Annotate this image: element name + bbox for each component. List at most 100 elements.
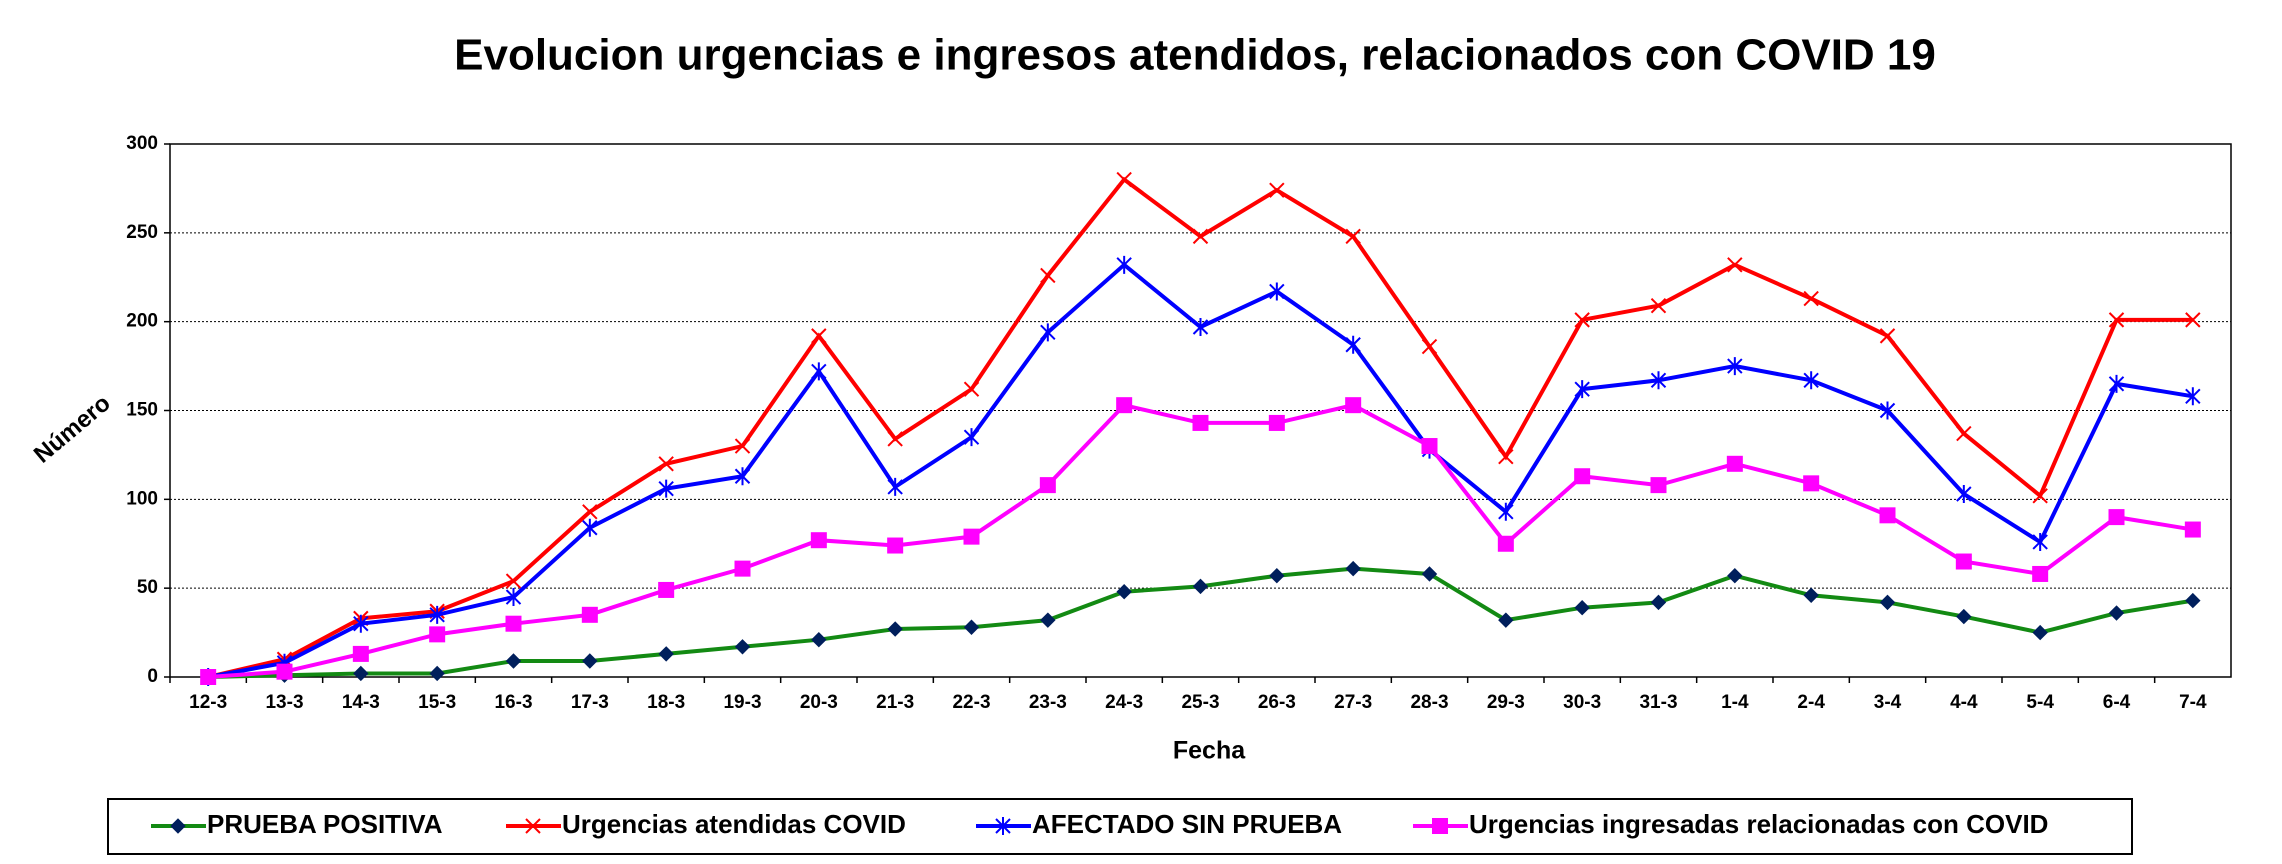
y-tick-label: 200: [126, 311, 158, 332]
marker: [525, 818, 541, 834]
plot-area: [169, 143, 2232, 678]
x-tick-label: 17-3: [571, 692, 609, 713]
marker-shape: [1116, 397, 1133, 414]
marker-shape: [1040, 323, 1056, 342]
marker: [1727, 257, 1743, 273]
marker: [1192, 228, 1209, 245]
marker: [276, 663, 293, 680]
marker: [505, 588, 522, 607]
marker: [200, 669, 217, 685]
legend-box: [107, 798, 2133, 855]
marker: [2108, 312, 2125, 328]
marker-shape: [734, 467, 751, 486]
marker-shape: [1421, 338, 1438, 355]
marker-shape: [658, 581, 675, 598]
marker-shape: [276, 663, 293, 680]
marker: [1116, 397, 1133, 414]
marker: [734, 639, 751, 655]
marker: [2185, 592, 2201, 609]
marker-shape: [1727, 257, 1743, 273]
x-tick-label: 14-3: [342, 692, 380, 713]
marker-shape: [1879, 594, 1896, 611]
marker: [2185, 312, 2201, 328]
x-tick-label: 24-3: [1105, 692, 1143, 713]
marker: [2032, 624, 2048, 641]
x-tick-label: 2-4: [1797, 692, 1825, 713]
marker-shape: [995, 817, 1011, 835]
legend-label: PRUEBA POSITIVA: [207, 809, 443, 839]
marker-shape: [1803, 290, 1819, 307]
marker-shape: [582, 504, 598, 520]
marker: [1116, 171, 1132, 188]
marker-shape: [1268, 414, 1285, 431]
marker-shape: [734, 639, 751, 655]
marker-shape: [1345, 397, 1362, 414]
marker: [734, 438, 751, 454]
marker: [1650, 594, 1667, 611]
marker: [1421, 438, 1438, 455]
marker-shape: [658, 456, 674, 472]
marker-shape: [582, 653, 598, 669]
marker-shape: [2032, 565, 2049, 582]
marker: [429, 605, 445, 624]
marker-shape: [2185, 312, 2201, 328]
x-tick-label: 4-4: [1950, 692, 1978, 713]
legend-label: Urgencias atendidas COVID: [562, 809, 906, 839]
marker: [1650, 477, 1667, 494]
marker-shape: [1727, 568, 1743, 584]
marker-shape: [1956, 425, 1972, 442]
x-tick-label: 16-3: [494, 692, 532, 713]
x-tick-label: 19-3: [723, 692, 761, 713]
x-tick-label: 18-3: [647, 692, 685, 713]
marker: [1039, 477, 1056, 494]
marker-shape: [429, 605, 445, 624]
series-line: [208, 402, 2194, 679]
marker: [887, 537, 904, 554]
marker: [505, 615, 522, 632]
x-tick-label: 3-4: [1874, 692, 1902, 713]
marker-shape: [170, 818, 186, 834]
marker: [2032, 488, 2048, 504]
marker: [810, 532, 827, 549]
marker: [353, 614, 369, 633]
marker-shape: [963, 528, 980, 545]
marker: [2108, 509, 2125, 526]
marker-shape: [1116, 584, 1132, 600]
x-tick-label: 29-3: [1487, 692, 1525, 713]
marker-shape: [1192, 317, 1209, 336]
marker: [1726, 455, 1743, 472]
marker: [1498, 448, 1514, 465]
marker-shape: [505, 653, 522, 669]
marker: [1956, 485, 1972, 504]
x-tick-label: 7-4: [2179, 692, 2207, 713]
marker: [658, 646, 674, 662]
marker: [1650, 371, 1667, 390]
marker-shape: [887, 621, 903, 637]
marker-shape: [1650, 594, 1667, 611]
marker-shape: [1955, 553, 1972, 570]
x-tick-label: 21-3: [876, 692, 914, 713]
marker-shape: [1269, 282, 1285, 301]
legend-label: AFECTADO SIN PRUEBA: [1032, 809, 1342, 839]
marker-shape: [2032, 488, 2048, 504]
marker-shape: [1497, 535, 1514, 552]
y-tick-label: 0: [147, 666, 158, 687]
marker: [1421, 566, 1438, 582]
marker: [1268, 414, 1285, 431]
marker-shape: [1432, 818, 1448, 834]
marker-shape: [2108, 509, 2125, 526]
marker: [1650, 297, 1667, 314]
marker-shape: [581, 606, 598, 623]
marker: [887, 477, 903, 496]
marker-shape: [1879, 401, 1896, 420]
marker-shape: [658, 646, 674, 662]
y-axis-label: Número: [29, 390, 116, 469]
marker-shape: [734, 560, 751, 577]
marker-shape: [2185, 387, 2201, 406]
marker: [1345, 228, 1361, 245]
y-tick-label: 250: [126, 222, 158, 243]
marker-shape: [1269, 568, 1285, 584]
marker: [581, 606, 598, 623]
marker: [1574, 468, 1591, 485]
chart-title: Evolucion urgencias e ingresos atendidos…: [454, 31, 1936, 80]
